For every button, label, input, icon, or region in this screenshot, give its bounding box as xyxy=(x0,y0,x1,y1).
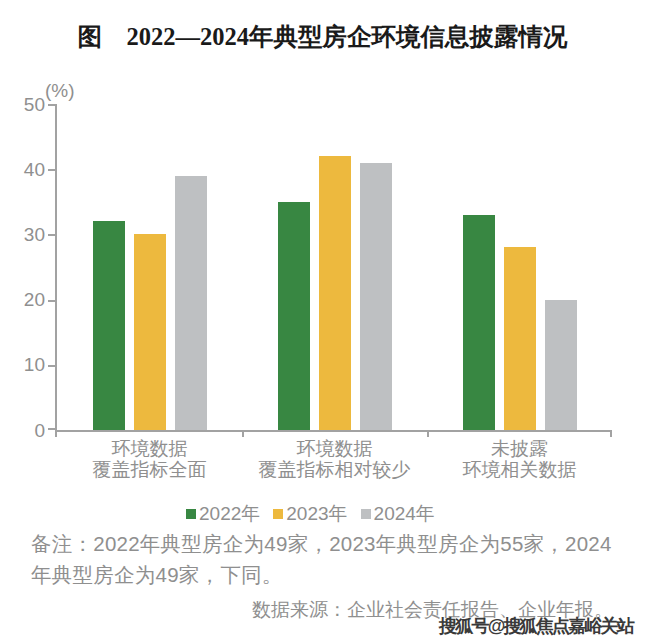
bar-2024年-group1 xyxy=(175,176,207,430)
legend-label: 2022年 xyxy=(199,501,260,527)
note-line-2: 年典型房企为49家，下同。 xyxy=(31,563,283,586)
x-category-label: 环境数据覆盖指标相对较少 xyxy=(242,438,427,480)
x-category-label: 环境数据覆盖指标全面 xyxy=(57,438,242,480)
x-category-label-line: 未披露 xyxy=(427,438,612,459)
legend-label: 2024年 xyxy=(374,501,435,527)
legend-swatch xyxy=(361,509,371,519)
bar-2022年-group1 xyxy=(93,221,125,430)
y-axis-tick-label: 50 xyxy=(0,95,45,114)
legend-item: 2023年 xyxy=(273,501,347,527)
x-axis-tick xyxy=(242,432,244,437)
y-axis-tick-label: 0 xyxy=(0,421,45,440)
x-category-label-line: 覆盖指标相对较少 xyxy=(242,459,427,480)
y-axis-tick xyxy=(48,428,56,430)
legend-item: 2022年 xyxy=(186,501,260,527)
bar-2024年-group3 xyxy=(545,300,577,430)
x-category-label-line: 环境数据 xyxy=(57,438,242,459)
y-axis-tick-label: 40 xyxy=(0,160,45,179)
y-axis-tick-label: 10 xyxy=(0,355,45,374)
legend-item: 2024年 xyxy=(361,501,435,527)
y-axis-tick xyxy=(48,234,56,236)
watermark: 搜狐号@搜狐焦点嘉峪关站 xyxy=(439,614,633,638)
y-axis-tick-label: 20 xyxy=(0,290,45,309)
bar-2023年-group1 xyxy=(134,234,166,430)
x-axis-tick xyxy=(427,432,429,437)
x-axis-tick xyxy=(610,432,612,437)
x-category-label-line: 环境数据 xyxy=(242,438,427,459)
bar-2023年-group2 xyxy=(319,156,351,430)
bar-2024年-group2 xyxy=(360,163,392,430)
plot-area xyxy=(55,104,612,432)
legend-label: 2023年 xyxy=(286,501,347,527)
x-category-label: 未披露环境相关数据 xyxy=(427,438,612,480)
bar-2022年-group3 xyxy=(463,215,495,430)
note-line-1: 备注：2022年典型房企为49家，2023年典型房企为55家，2024 xyxy=(31,532,612,555)
bar-2022年-group2 xyxy=(278,202,310,430)
legend-swatch xyxy=(273,509,283,519)
x-category-label-line: 覆盖指标全面 xyxy=(57,459,242,480)
chart-title: 图 2022—2024年典型房企环境信息披露情况 xyxy=(0,22,645,51)
y-axis-tick xyxy=(48,104,56,106)
y-axis-tick xyxy=(48,300,56,302)
y-axis-tick-label: 30 xyxy=(0,225,45,244)
note-text: 备注：2022年典型房企为49家，2023年典型房企为55家，2024 年典型房企… xyxy=(31,528,631,590)
y-axis-unit-label: (%) xyxy=(45,80,75,102)
y-axis-tick xyxy=(48,365,56,367)
x-axis-tick xyxy=(55,432,57,437)
legend: 2022年 2023年 2024年 xyxy=(186,501,435,527)
legend-swatch xyxy=(186,509,196,519)
x-category-label-line: 环境相关数据 xyxy=(427,459,612,480)
y-axis-tick xyxy=(48,169,56,171)
bar-2023年-group3 xyxy=(504,247,536,430)
